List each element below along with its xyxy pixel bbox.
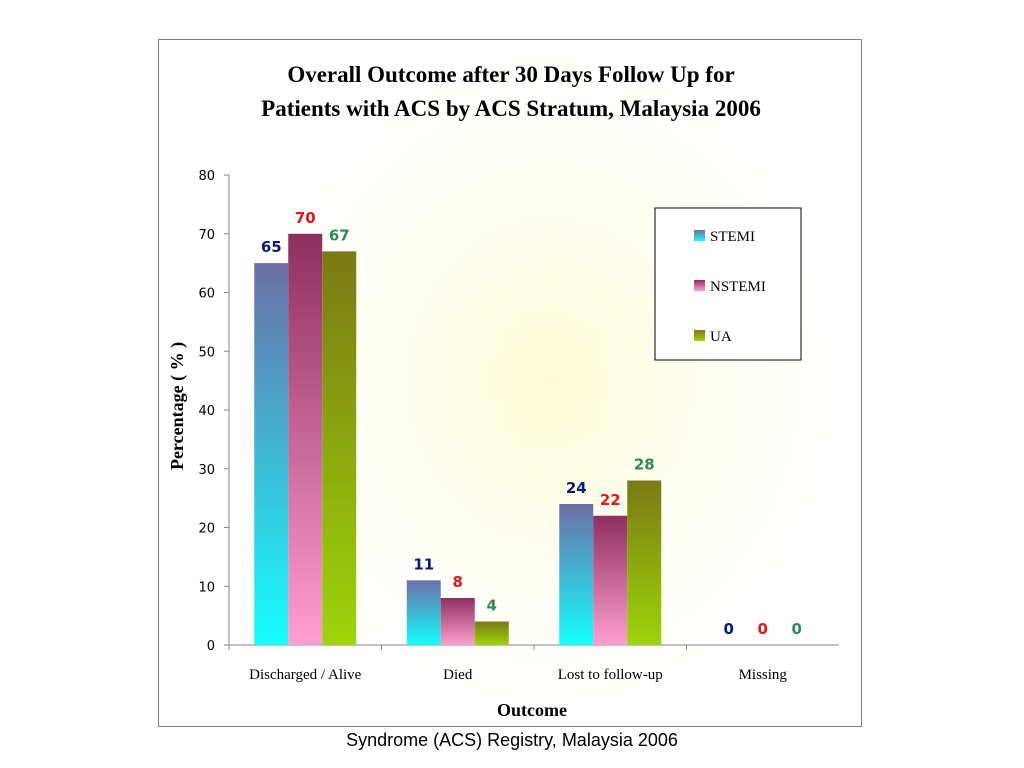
y-axis-title: Percentage ( % ) xyxy=(167,342,188,470)
bar-nstemi-lost-to-follow-up xyxy=(593,515,628,645)
chart-title-line-1: Overall Outcome after 30 Days Follow Up … xyxy=(287,62,734,87)
data-label-stemi-died: 11 xyxy=(413,555,434,573)
y-tick-label: 40 xyxy=(198,404,215,419)
legend-label-nstemi: NSTEMI xyxy=(710,279,766,295)
data-label-stemi-missing: 0 xyxy=(724,620,734,638)
legend-swatch-nstemi xyxy=(694,280,705,291)
data-label-ua-died: 4 xyxy=(487,597,497,615)
y-tick-label: 50 xyxy=(198,345,215,360)
data-label-nstemi-discharged-alive: 70 xyxy=(295,209,316,227)
y-tick-label: 80 xyxy=(198,169,215,184)
x-tick-label-discharged-alive: Discharged / Alive xyxy=(249,667,362,683)
x-tick-label-missing: Missing xyxy=(739,667,788,683)
legend-box xyxy=(654,207,802,361)
legend-swatch-stemi xyxy=(694,230,705,241)
y-tick-label: 70 xyxy=(198,228,215,243)
bar-stemi-lost-to-follow-up xyxy=(559,504,594,645)
data-label-nstemi-died: 8 xyxy=(453,573,463,591)
data-labels: 65 70 67 11 8 4 24 22 28 0 0 0 xyxy=(261,209,802,638)
bar-ua-died xyxy=(474,621,509,645)
bar-chart: Overall Outcome after 30 Days Follow Up … xyxy=(167,62,839,720)
bar-nstemi-discharged-alive xyxy=(288,233,323,645)
y-tick-label: 0 xyxy=(207,639,215,654)
y-tick-label: 20 xyxy=(198,522,215,537)
legend-label-stemi: STEMI xyxy=(710,229,755,245)
x-tick-label-died: Died xyxy=(443,667,473,683)
x-tick-label-lost-to-follow-up: Lost to follow-up xyxy=(558,667,663,683)
chart-title-line-2: Patients with ACS by ACS Stratum, Malays… xyxy=(261,96,761,121)
y-tick-label: 10 xyxy=(198,580,215,595)
legend-swatch-ua xyxy=(694,330,705,341)
data-label-nstemi-missing: 0 xyxy=(758,620,768,638)
bar-nstemi-died xyxy=(440,598,475,645)
data-label-ua-missing: 0 xyxy=(792,620,802,638)
y-tick-label: 60 xyxy=(198,287,215,302)
bar-ua-lost-to-follow-up xyxy=(627,480,662,645)
data-label-stemi-lost-to-follow-up: 24 xyxy=(566,479,587,497)
y-tick-label: 30 xyxy=(198,463,215,478)
x-axis-title: Outcome xyxy=(497,700,567,720)
data-label-ua-discharged-alive: 67 xyxy=(329,226,350,244)
data-label-nstemi-lost-to-follow-up: 22 xyxy=(600,491,621,509)
bar-stemi-died xyxy=(406,580,441,645)
bars xyxy=(254,233,662,645)
bar-stemi-discharged-alive xyxy=(254,263,289,645)
bar-ua-discharged-alive xyxy=(322,251,357,645)
chart-frame: Overall Outcome after 30 Days Follow Up … xyxy=(158,39,862,727)
data-label-ua-lost-to-follow-up: 28 xyxy=(634,456,655,474)
source-caption: Syndrome (ACS) Registry, Malaysia 2006 xyxy=(346,730,678,750)
legend-label-ua: UA xyxy=(710,329,732,345)
legend: STEMI NSTEMI UA xyxy=(654,207,802,361)
data-label-stemi-discharged-alive: 65 xyxy=(261,238,282,256)
